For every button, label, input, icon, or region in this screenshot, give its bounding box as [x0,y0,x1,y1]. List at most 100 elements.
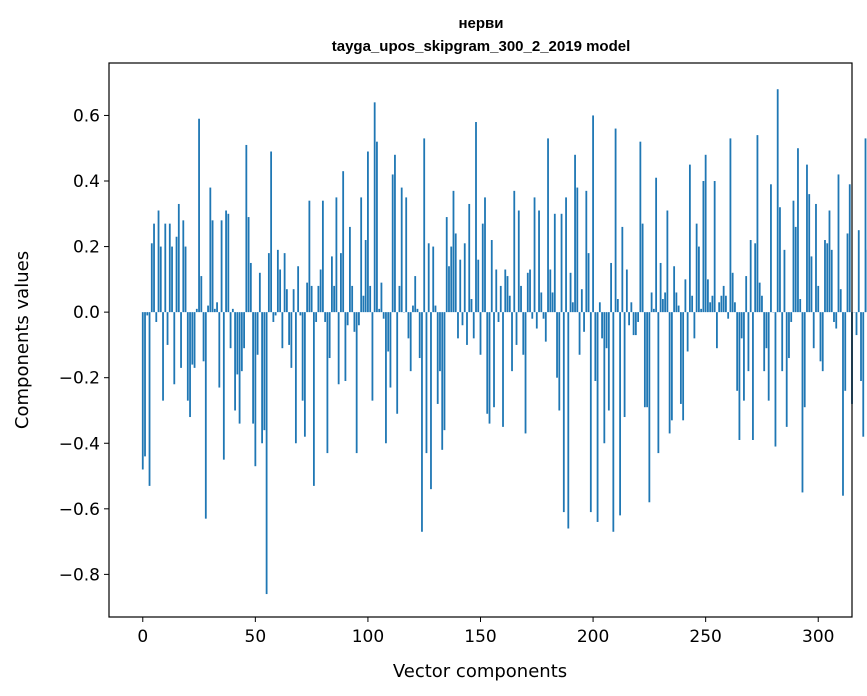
bar [815,203,817,313]
bar [191,312,194,365]
bar [686,312,689,352]
bar [400,187,403,313]
bar [614,128,617,313]
bar [236,312,239,375]
bar [630,302,633,313]
bar [425,312,428,454]
bar [632,312,635,336]
bar [770,184,772,313]
bar [394,154,396,313]
bar [612,312,615,532]
bar [488,312,491,424]
bar [596,312,599,522]
bar [833,312,835,322]
bar [427,243,430,313]
bar [585,190,588,313]
bar [779,207,781,313]
bar [639,141,642,313]
bar [821,312,824,372]
bar [747,312,750,372]
bar [716,312,718,349]
bar [520,285,522,313]
bar [637,312,640,322]
bar [736,312,739,391]
bar [457,312,459,339]
bar [274,312,277,316]
bar [416,308,419,313]
bar [211,220,214,313]
bar [436,312,439,404]
bar [619,312,621,516]
bar [754,243,757,313]
bar [148,312,151,486]
bar [450,246,453,313]
bar [150,243,153,313]
bar [810,256,813,313]
bar [290,312,293,368]
bar [418,312,421,359]
bar [495,269,498,313]
bar [661,299,664,313]
bar [256,312,259,355]
bar [396,312,399,414]
bar [709,302,712,313]
bar [547,138,549,313]
bar [634,312,637,336]
bar [817,285,820,313]
bar [801,312,804,493]
bar [245,144,248,313]
bar [675,292,678,313]
x-tick-label: 300 [802,627,834,647]
bar [184,246,187,313]
bar [283,253,286,313]
bar [360,197,363,313]
bar [385,312,387,444]
bar [569,272,572,313]
bar [177,203,180,313]
bar [542,312,545,319]
bar [621,226,624,313]
bar [443,312,446,431]
bar [378,308,381,313]
y-tick-label: 0.0 [73,303,100,323]
bar [155,312,158,322]
bar [315,312,318,322]
bar [616,299,619,313]
bar [497,312,500,322]
bar [752,312,754,440]
bar [254,312,257,467]
bar [526,272,529,313]
bar [308,200,311,313]
bar [848,184,851,313]
bar [765,312,768,349]
bar [763,312,766,372]
bar [193,312,196,368]
bar [583,312,585,332]
bar [688,164,691,313]
bar [767,312,770,401]
bar [592,115,594,313]
bar [776,89,779,313]
bar [317,285,320,313]
bar [711,295,714,313]
bar [389,312,392,388]
bar [189,312,191,418]
bar [808,194,811,313]
bar [353,312,356,332]
bar [493,312,495,408]
bar [247,217,250,313]
bar [218,312,221,388]
bar [535,312,538,329]
bar [227,213,230,313]
chart-subtitle: tayga_upos_skipgram_300_2_2019 model [332,38,631,55]
y-tick-label: −0.6 [59,500,100,520]
bar [846,233,849,313]
bar [792,200,795,313]
bar [423,138,426,313]
plot-frame [108,62,853,618]
bar [533,197,536,313]
bar [794,226,797,313]
bar [758,282,761,313]
bar [281,312,284,349]
bar [195,308,198,313]
